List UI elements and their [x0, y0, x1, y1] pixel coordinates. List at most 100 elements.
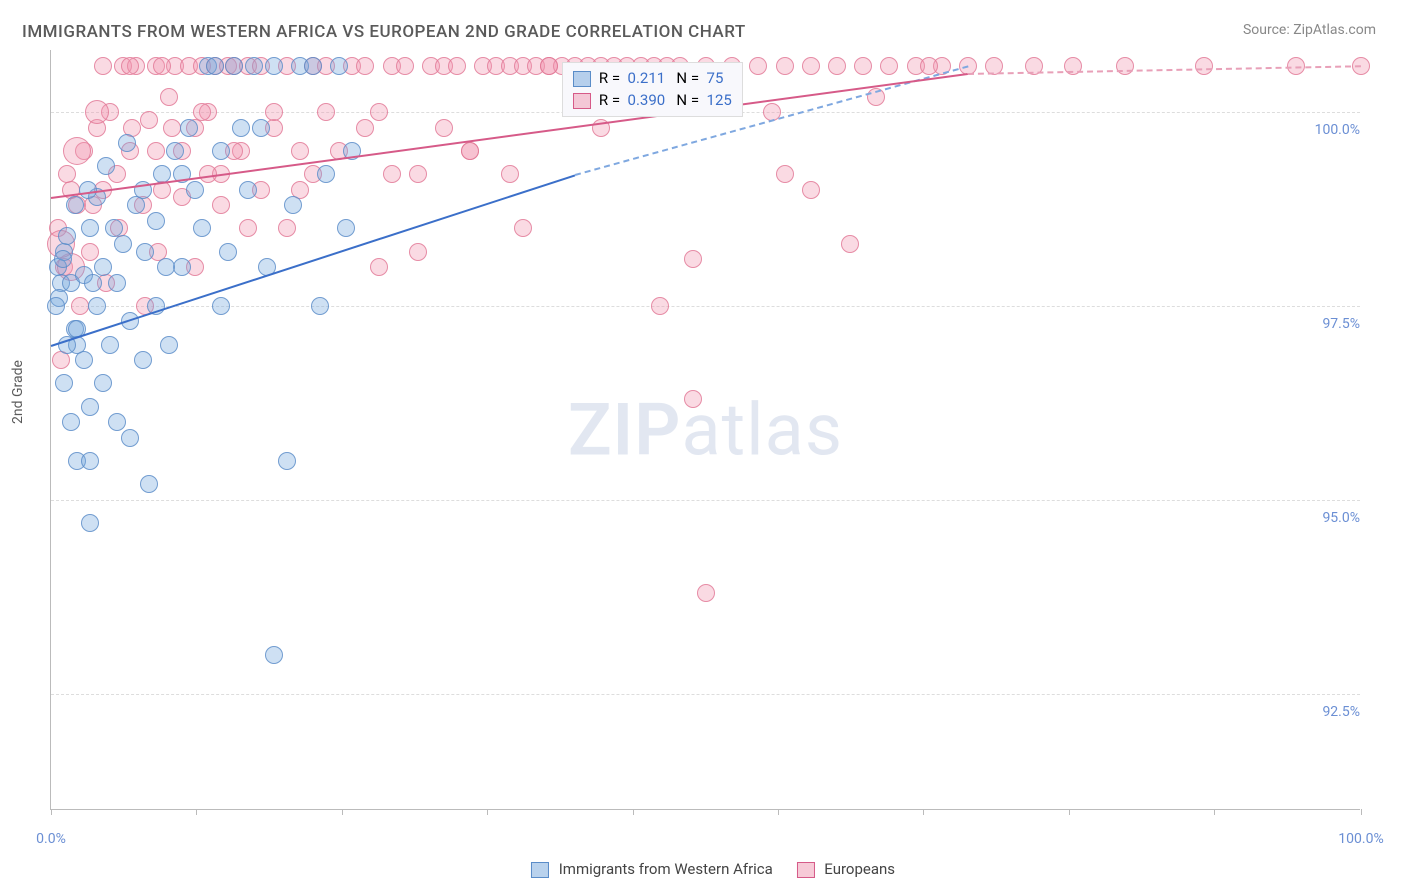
grid-line	[51, 306, 1360, 307]
data-point	[651, 297, 669, 315]
y-axis-label: 2nd Grade	[10, 360, 26, 424]
data-point	[239, 219, 257, 237]
data-point	[697, 584, 715, 602]
data-point	[396, 57, 414, 75]
stats-swatch	[573, 71, 591, 87]
data-point	[71, 297, 89, 315]
data-point	[105, 219, 123, 237]
grid-line	[51, 694, 1360, 695]
data-point	[75, 351, 93, 369]
data-point	[265, 57, 283, 75]
data-point	[85, 100, 109, 124]
data-point	[84, 274, 102, 292]
chart-title: IMMIGRANTS FROM WESTERN AFRICA VS EUROPE…	[22, 22, 746, 42]
data-point	[81, 219, 99, 237]
data-point	[47, 297, 65, 315]
plot-area: ZIPatlas 92.5%95.0%97.5%100.0%0.0%100.0%…	[50, 50, 1360, 810]
data-point	[514, 219, 532, 237]
n-value: 75	[703, 69, 724, 87]
data-point	[291, 142, 309, 160]
data-point	[802, 181, 820, 199]
data-point	[684, 390, 702, 408]
watermark-rest: atlas	[681, 387, 843, 472]
data-point	[383, 165, 401, 183]
stats-row: R = 0.390 N = 125	[573, 89, 732, 112]
legend-swatch-blue	[531, 862, 549, 878]
bottom-legend: Immigrants from Western Africa Europeans	[511, 860, 895, 878]
data-point	[828, 57, 846, 75]
data-point	[62, 413, 80, 431]
data-point	[173, 258, 191, 276]
data-point	[81, 514, 99, 532]
data-point	[193, 103, 211, 121]
x-tick-label: 100.0%	[1338, 831, 1383, 847]
r-value: 0.211	[624, 69, 665, 87]
data-point	[265, 103, 283, 121]
data-point	[121, 429, 139, 447]
data-point	[55, 374, 73, 392]
data-point	[54, 250, 72, 268]
data-point	[66, 196, 84, 214]
r-label: R =	[599, 91, 620, 109]
data-point	[97, 157, 115, 175]
data-point	[88, 297, 106, 315]
data-point	[147, 142, 165, 160]
data-point	[186, 181, 204, 199]
data-point	[311, 297, 329, 315]
data-point	[58, 165, 76, 183]
source-attribution: Source: ZipAtlas.com	[1243, 22, 1376, 38]
data-point	[180, 119, 198, 137]
data-point	[163, 119, 181, 137]
data-point	[94, 374, 112, 392]
data-point	[232, 119, 250, 137]
x-tick	[1214, 809, 1215, 815]
data-point	[749, 57, 767, 75]
data-point	[79, 181, 97, 199]
watermark-bold: ZIP	[568, 387, 681, 472]
y-tick-label: 92.5%	[1317, 702, 1365, 722]
data-point	[317, 103, 335, 121]
data-point	[160, 336, 178, 354]
data-point	[127, 196, 145, 214]
data-point	[81, 243, 99, 261]
data-point	[409, 165, 427, 183]
legend-label-pink: Europeans	[824, 860, 895, 878]
data-point	[81, 398, 99, 416]
data-point	[356, 57, 374, 75]
stats-row: R = 0.211 N = 75	[573, 67, 732, 90]
y-tick-label: 95.0%	[1317, 508, 1365, 528]
data-point	[880, 57, 898, 75]
data-point	[52, 351, 70, 369]
x-tick	[633, 809, 634, 815]
data-point	[540, 57, 558, 75]
r-label: R =	[599, 69, 620, 87]
data-point	[435, 119, 453, 137]
data-point	[153, 57, 171, 75]
data-point	[684, 250, 702, 268]
n-label: N =	[676, 69, 699, 87]
data-point	[317, 165, 335, 183]
x-tick	[1361, 809, 1362, 815]
data-point	[1195, 57, 1213, 75]
data-point	[63, 137, 91, 165]
data-point	[193, 219, 211, 237]
data-point	[114, 235, 132, 253]
x-tick	[778, 809, 779, 815]
data-point	[140, 111, 158, 129]
data-point	[212, 196, 230, 214]
grid-line	[51, 500, 1360, 501]
data-point	[166, 142, 184, 160]
data-point	[448, 57, 466, 75]
data-point	[337, 219, 355, 237]
data-point	[854, 57, 872, 75]
data-point	[920, 57, 938, 75]
watermark: ZIPatlas	[568, 387, 843, 472]
data-point	[219, 243, 237, 261]
source-link[interactable]: ZipAtlas.com	[1293, 22, 1376, 38]
data-point	[330, 57, 348, 75]
data-point	[802, 57, 820, 75]
data-point	[252, 119, 270, 137]
data-point	[304, 57, 322, 75]
x-tick	[487, 809, 488, 815]
data-point	[212, 142, 230, 160]
